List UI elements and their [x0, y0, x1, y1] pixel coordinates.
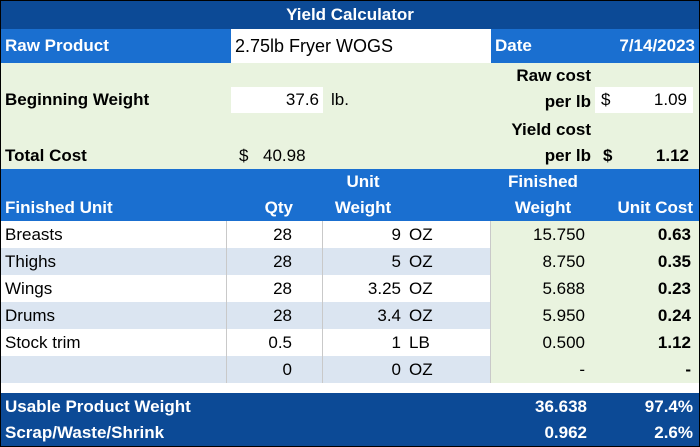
row-unit-cost: 1.12: [591, 329, 699, 356]
row-finished-weight: 5.688: [491, 275, 591, 302]
col-unit-weight-line2: Weight: [334, 198, 392, 217]
row-finished-weight: 8.750: [491, 248, 591, 275]
col-finished-weight-line1: Finished: [508, 172, 578, 191]
raw-product-label: Raw Product: [5, 36, 109, 55]
row-unit-cost: -: [591, 356, 699, 383]
scrap-weight: 0.962: [544, 422, 587, 442]
total-cost-value: 40.98: [263, 146, 306, 165]
row-unit-weight[interactable]: 0: [391, 359, 401, 379]
usable-label: Usable Product Weight: [5, 396, 191, 416]
row-finished-weight: 0.500: [491, 329, 591, 356]
row-unit-name[interactable]: Drums: [5, 302, 227, 329]
row-finished-weight: 5.950: [491, 302, 591, 329]
raw-cost-value: 1.09: [653, 90, 687, 109]
col-finished-weight-line2: Weight: [514, 198, 572, 217]
row-unit-weight[interactable]: 3.4: [377, 305, 401, 325]
date-label: Date: [495, 36, 532, 55]
usable-pct: 97.4%: [644, 396, 693, 416]
total-cost-currency: $: [239, 146, 249, 165]
scrap-row: Scrap/Waste/Shrink 0.962 2.6%: [1, 419, 699, 446]
beginning-weight-unit: lb.: [331, 90, 349, 109]
date-value[interactable]: 7/14/2023: [619, 36, 695, 55]
col-unit-cost: Unit Cost: [617, 198, 693, 217]
row-weight-unit[interactable]: OZ: [409, 275, 491, 302]
title-row: Yield Calculator: [1, 1, 699, 29]
beginning-weight-input[interactable]: 37.6: [231, 87, 323, 113]
row-finished-weight: -: [491, 356, 591, 383]
row-weight-unit[interactable]: OZ: [409, 356, 491, 383]
table-row: Thighs 28 5 OZ 8.750 0.35: [1, 248, 699, 275]
col-finished-unit: Finished Unit: [5, 198, 113, 217]
table-row: Stock trim 0.5 1 LB 0.500 1.12: [1, 329, 699, 356]
total-cost-label: Total Cost: [5, 146, 87, 165]
row-unit-cost: 0.63: [591, 221, 699, 248]
raw-cost-currency: $: [601, 90, 611, 109]
row-weight-unit[interactable]: LB: [409, 329, 491, 356]
sheet-title: Yield Calculator: [286, 5, 414, 24]
scrap-pct: 2.6%: [654, 422, 693, 442]
table-row: Drums 28 3.4 OZ 5.950 0.24: [1, 302, 699, 329]
row-weight-unit[interactable]: OZ: [409, 248, 491, 275]
usable-row: Usable Product Weight 36.638 97.4%: [1, 392, 699, 420]
row-unit-cost: 0.35: [591, 248, 699, 275]
row-unit-name[interactable]: Thighs: [5, 248, 227, 275]
col-qty: Qty: [264, 198, 293, 217]
raw-cost-label-line1: Raw cost: [516, 66, 591, 85]
table-row: Wings 28 3.25 OZ 5.688 0.23: [1, 275, 699, 302]
col-unit-weight-line1: Unit: [346, 172, 380, 191]
row-unit-weight[interactable]: 5: [391, 251, 401, 271]
raw-product-row: Raw Product 2.75lb Fryer WOGS Date 7/14/…: [1, 29, 699, 63]
row-unit-cost: 0.23: [591, 275, 699, 302]
row-finished-weight: 15.750: [491, 221, 591, 248]
raw-cost-input[interactable]: $ 1.09: [595, 87, 693, 113]
table-row: 0 0 OZ - -: [1, 356, 699, 383]
row-unit-cost: 0.24: [591, 302, 699, 329]
row-weight-unit[interactable]: OZ: [409, 221, 491, 248]
row-qty[interactable]: 28: [231, 302, 323, 329]
yield-cost-value: 1.12: [655, 146, 689, 165]
row-unit-weight[interactable]: 1: [391, 332, 401, 352]
row-qty[interactable]: 28: [231, 275, 323, 302]
yield-cost-label-line1: Yield cost: [511, 120, 591, 139]
beginning-weight-label: Beginning Weight: [5, 90, 150, 109]
raw-cost-label-line2: per lb: [544, 92, 591, 111]
table-row: Breasts 28 9 OZ 15.750 0.63: [1, 221, 699, 248]
row-unit-name[interactable]: Wings: [5, 275, 227, 302]
column-header-row: Finished Unit Qty Unit Weight Finished W…: [1, 169, 699, 221]
yield-cost-label-line2: per lb: [544, 146, 591, 165]
row-qty[interactable]: 0.5: [231, 329, 323, 356]
row-unit-name[interactable]: [5, 356, 227, 383]
row-weight-unit[interactable]: OZ: [409, 302, 491, 329]
row-unit-weight[interactable]: 3.25: [367, 278, 401, 298]
usable-weight: 36.638: [535, 396, 587, 416]
row-qty[interactable]: 0: [231, 356, 323, 383]
raw-product-input[interactable]: 2.75lb Fryer WOGS: [231, 29, 491, 63]
row-unit-weight[interactable]: 9: [391, 224, 401, 244]
row-unit-name[interactable]: Breasts: [5, 221, 227, 248]
scrap-label: Scrap/Waste/Shrink: [5, 422, 165, 442]
row-qty[interactable]: 28: [231, 248, 323, 275]
yield-cost-currency: $: [603, 146, 613, 165]
inputs-block: Raw cost per lb Beginning Weight 37.6 lb…: [1, 63, 699, 169]
row-qty[interactable]: 28: [231, 221, 323, 248]
row-unit-name[interactable]: Stock trim: [5, 329, 227, 356]
